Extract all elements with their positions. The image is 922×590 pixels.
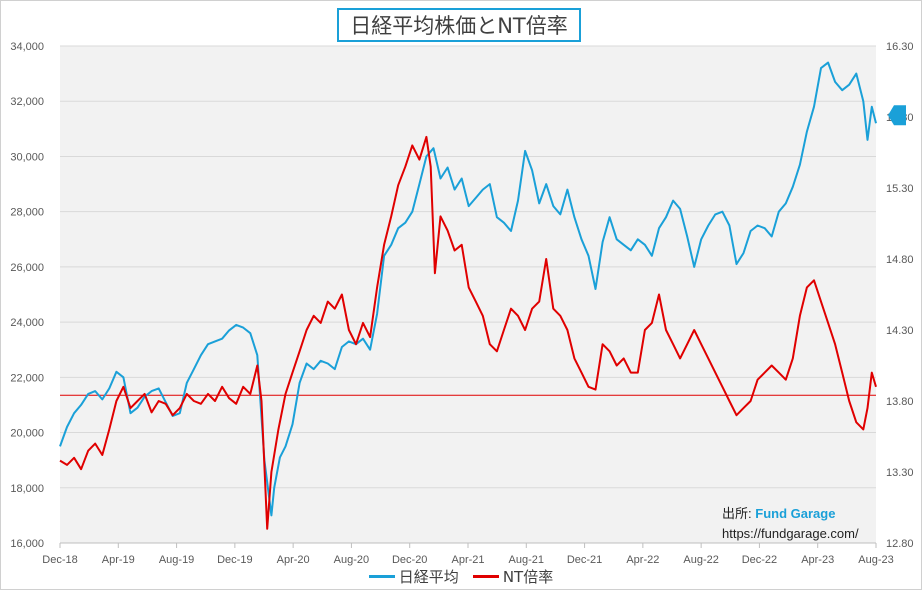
y-right-tick-label: 14.30: [886, 325, 914, 337]
legend-swatch-nt-ratio: [472, 575, 499, 578]
y-left-tick-label: 34,000: [10, 41, 44, 53]
y-right-tick-label: 13.30: [886, 467, 914, 479]
series-line-nt-ratio: [59, 135, 877, 530]
y-left-tick-label: 28,000: [10, 207, 44, 219]
x-tick-label: Aug-19: [159, 554, 194, 566]
y-left-tick-label: 32,000: [10, 96, 44, 108]
x-tick-label: Aug-21: [509, 554, 544, 566]
legend-label-nt-ratio: NT倍率: [502, 568, 554, 586]
x-tick-label: Apr-22: [626, 554, 659, 566]
source-brand: Fund Garage: [755, 506, 836, 521]
current-value-marker-icon: [888, 105, 906, 126]
y-right-tick-label: 14.80: [886, 254, 914, 266]
legend-item-nt-ratio[interactable]: NT倍率: [472, 566, 554, 587]
series-line-nikkei: [59, 61, 877, 517]
y-left-tick-label: 22,000: [10, 372, 44, 384]
x-tick-label: Dec-20: [392, 554, 427, 566]
y-right-tick-label: 16.30: [886, 41, 914, 53]
source-label: 出所:: [722, 506, 752, 521]
x-tick-label: Aug-22: [683, 554, 718, 566]
x-tick-label: Dec-21: [567, 554, 602, 566]
x-tick-label: Apr-19: [102, 554, 135, 566]
y-left-tick-label: 24,000: [10, 317, 44, 329]
legend-label-nikkei: 日経平均: [398, 568, 459, 586]
y-right-tick-label: 13.80: [886, 396, 914, 408]
x-tick-label: Dec-19: [217, 554, 252, 566]
y-left-tick-label: 20,000: [10, 428, 44, 440]
legend-item-nikkei[interactable]: 日経平均: [368, 566, 459, 587]
source-url[interactable]: https://fundgarage.com/: [722, 526, 859, 541]
x-tick-label: Aug-20: [334, 554, 369, 566]
x-tick-label: Dec-22: [742, 554, 777, 566]
x-tick-label: Dec-18: [42, 554, 77, 566]
x-tick-label: Apr-21: [451, 554, 484, 566]
source-note: 出所: Fund Garage https://fundgarage.com/: [722, 504, 859, 544]
legend: 日経平均 NT倍率: [0, 566, 922, 587]
y-right-tick-label: 15.30: [886, 183, 914, 195]
chart-title: 日経平均株価とNT倍率: [337, 8, 581, 42]
legend-swatch-nikkei: [368, 575, 395, 578]
y-left-tick-label: 18,000: [10, 483, 44, 495]
x-tick-label: Apr-20: [277, 554, 310, 566]
y-left-tick-label: 16,000: [10, 538, 44, 550]
y-right-tick-label: 12.80: [886, 538, 914, 550]
y-left-tick-label: 26,000: [10, 262, 44, 274]
x-tick-label: Apr-23: [801, 554, 834, 566]
plot-area: [60, 46, 876, 543]
y-left-tick-label: 30,000: [10, 151, 44, 163]
x-tick-label: Aug-23: [858, 554, 893, 566]
